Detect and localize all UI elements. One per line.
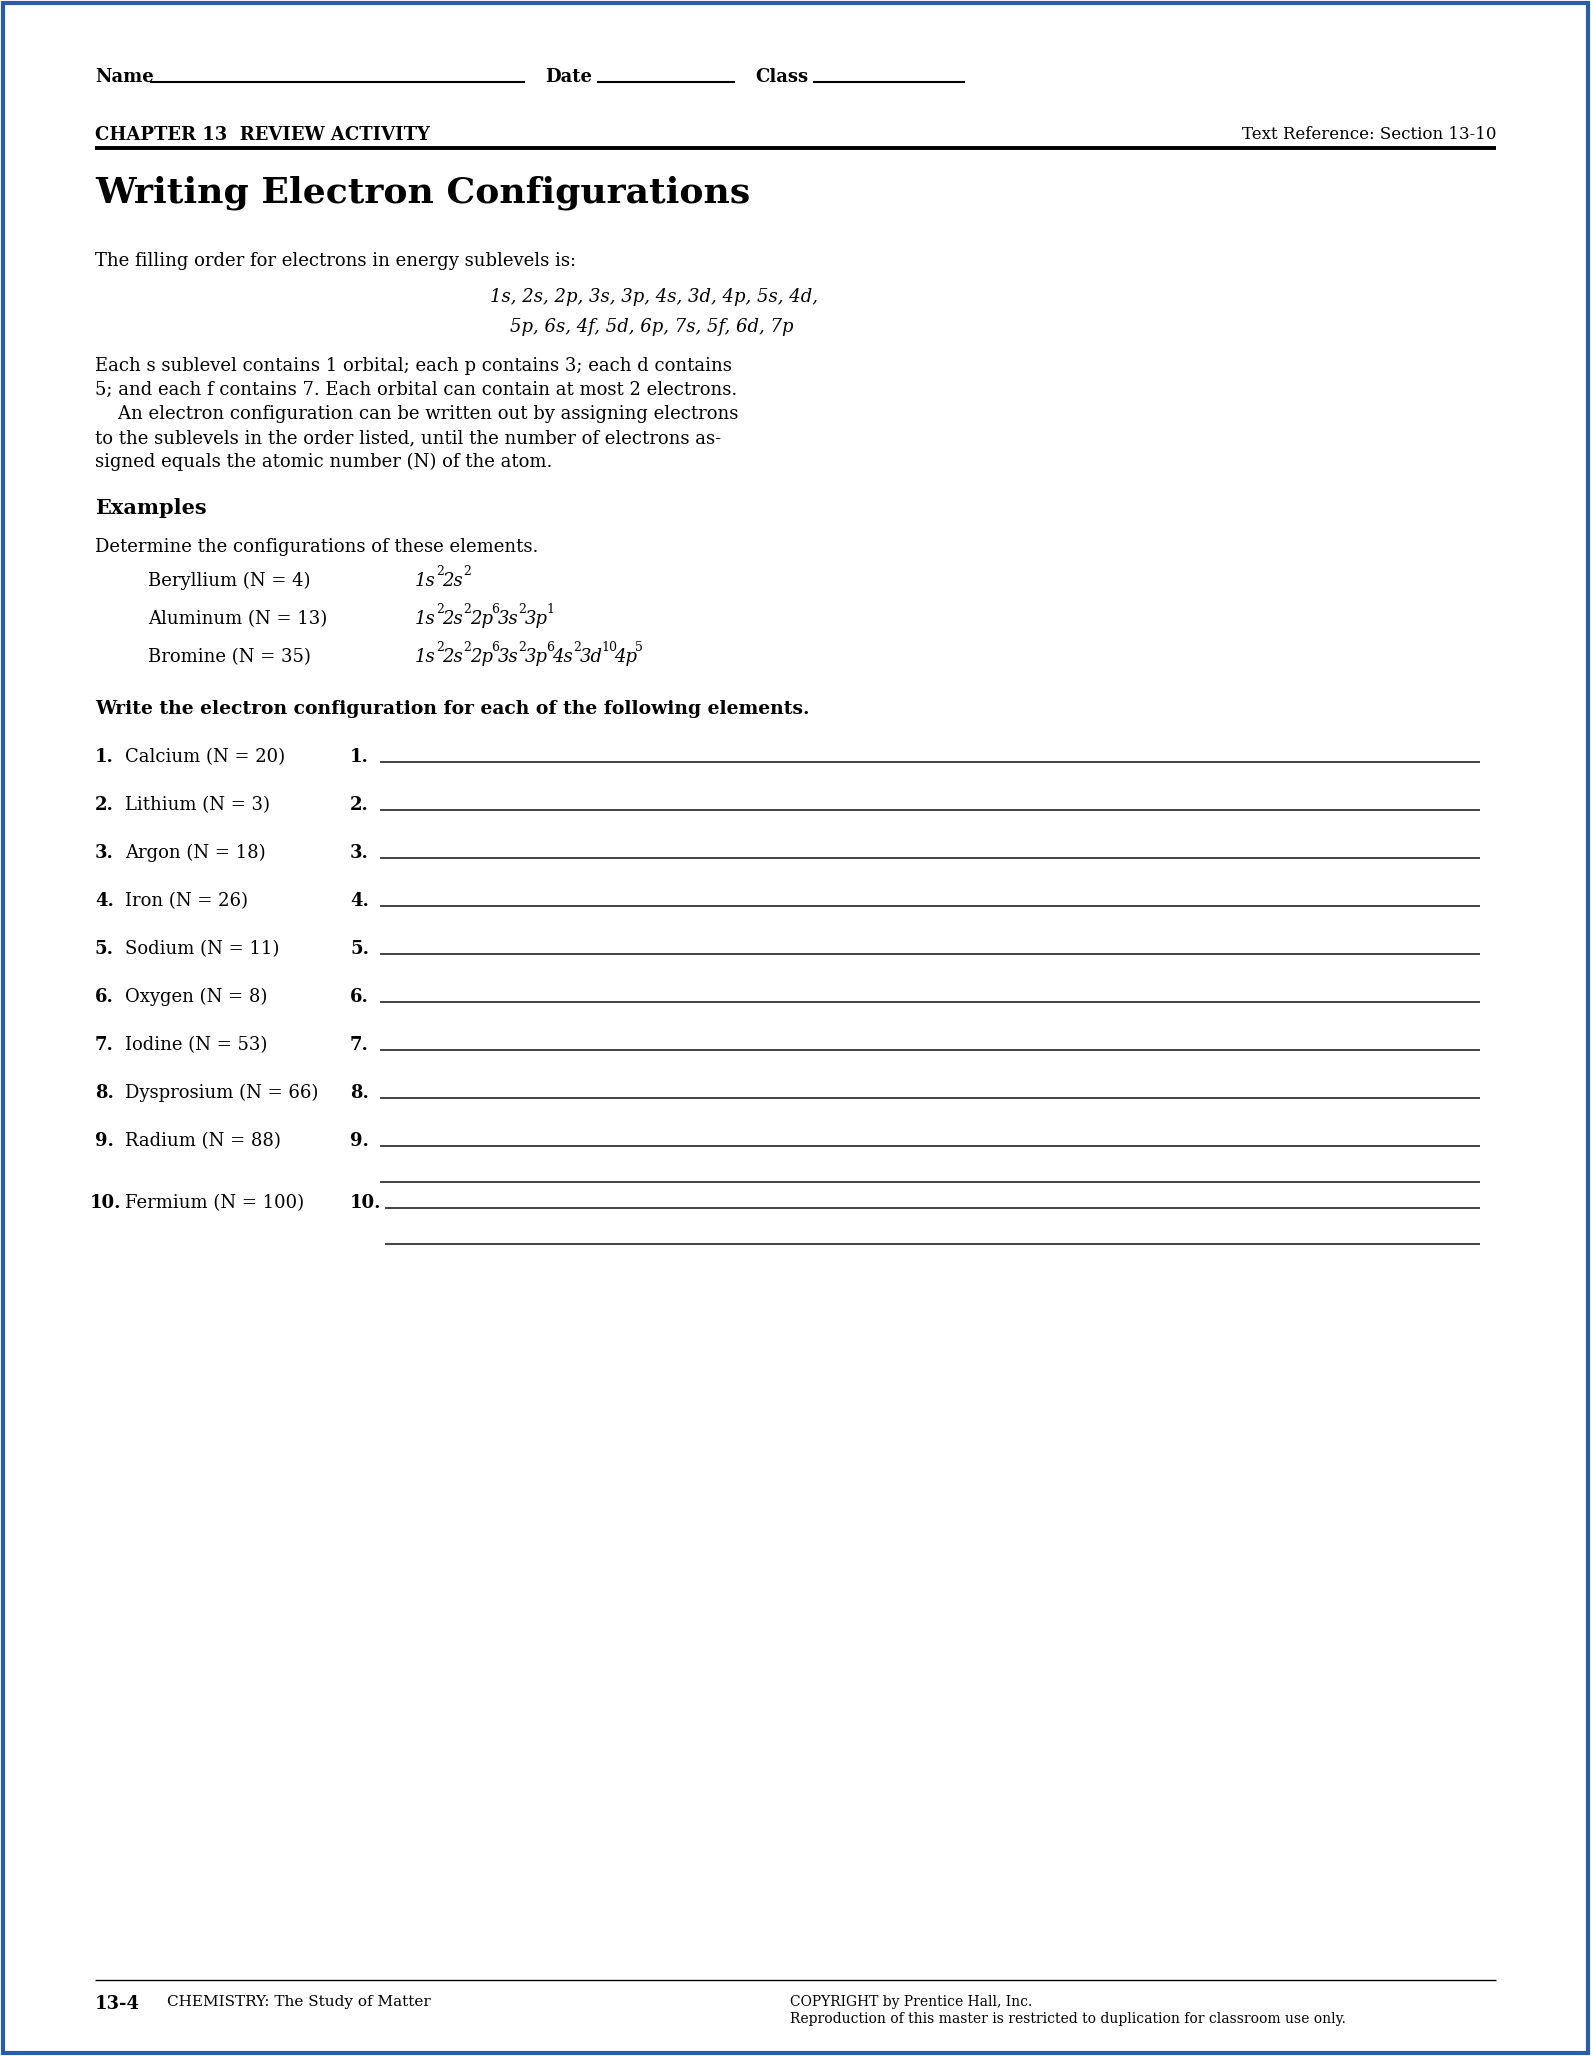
Text: 3p: 3p: [525, 611, 547, 627]
Text: 6: 6: [492, 641, 500, 654]
Text: 2: 2: [463, 641, 471, 654]
Text: Dysprosium (N = 66): Dysprosium (N = 66): [126, 1084, 318, 1102]
Text: Date: Date: [546, 68, 592, 86]
Text: 8.: 8.: [350, 1084, 369, 1102]
Text: 5; and each f contains 7. Each orbital can contain at most 2 electrons.: 5; and each f contains 7. Each orbital c…: [95, 380, 737, 399]
Text: 3s: 3s: [498, 648, 519, 666]
Text: 4s: 4s: [552, 648, 573, 666]
Text: 2s: 2s: [442, 648, 463, 666]
Text: 1.: 1.: [95, 748, 115, 767]
Text: 3d: 3d: [581, 648, 603, 666]
Text: 2p: 2p: [469, 611, 493, 627]
Text: 2: 2: [436, 641, 444, 654]
Text: 1s: 1s: [415, 572, 436, 590]
Text: signed equals the atomic number (N) of the atom.: signed equals the atomic number (N) of t…: [95, 452, 552, 471]
Text: 10: 10: [601, 641, 617, 654]
Text: 6: 6: [546, 641, 554, 654]
Text: 3.: 3.: [350, 845, 369, 861]
Text: Determine the configurations of these elements.: Determine the configurations of these el…: [95, 539, 538, 555]
Text: 2.: 2.: [350, 796, 369, 814]
Text: Lithium (N = 3): Lithium (N = 3): [126, 796, 270, 814]
Text: Writing Electron Configurations: Writing Electron Configurations: [95, 175, 751, 210]
Text: 2: 2: [519, 602, 527, 617]
Text: Radium (N = 88): Radium (N = 88): [126, 1133, 282, 1149]
Text: 6.: 6.: [95, 989, 115, 1005]
Text: 1: 1: [546, 602, 554, 617]
Text: Each s sublevel contains 1 orbital; each p contains 3; each d contains: Each s sublevel contains 1 orbital; each…: [95, 358, 732, 374]
Text: 3.: 3.: [95, 845, 115, 861]
Text: 13-4: 13-4: [95, 1994, 140, 2013]
Text: Sodium (N = 11): Sodium (N = 11): [126, 940, 280, 958]
Text: 5: 5: [635, 641, 643, 654]
Text: 1.: 1.: [350, 748, 369, 767]
Text: Name: Name: [95, 68, 154, 86]
Text: 8.: 8.: [95, 1084, 115, 1102]
Text: CHEMISTRY: The Study of Matter: CHEMISTRY: The Study of Matter: [167, 1994, 431, 2009]
Text: Write the electron configuration for each of the following elements.: Write the electron configuration for eac…: [95, 699, 810, 718]
Text: Iron (N = 26): Iron (N = 26): [126, 892, 248, 911]
Text: 6: 6: [492, 602, 500, 617]
Text: CHAPTER 13  REVIEW ACTIVITY: CHAPTER 13 REVIEW ACTIVITY: [95, 125, 430, 144]
Text: 9.: 9.: [95, 1133, 115, 1149]
Text: 1s: 1s: [415, 648, 436, 666]
Text: The filling order for electrons in energy sublevels is:: The filling order for electrons in energ…: [95, 253, 576, 269]
Text: 2: 2: [463, 565, 471, 578]
Text: Text Reference: Section 13-10: Text Reference: Section 13-10: [1241, 125, 1496, 144]
Text: Fermium (N = 100): Fermium (N = 100): [126, 1195, 304, 1211]
Text: Calcium (N = 20): Calcium (N = 20): [126, 748, 285, 767]
Text: 1s, 2s, 2p, 3s, 3p, 4s, 3d, 4p, 5s, 4d,: 1s, 2s, 2p, 3s, 3p, 4s, 3d, 4p, 5s, 4d,: [490, 288, 818, 306]
Text: 5.: 5.: [95, 940, 115, 958]
Text: Iodine (N = 53): Iodine (N = 53): [126, 1036, 267, 1055]
Text: Aluminum (N = 13): Aluminum (N = 13): [148, 611, 328, 627]
Text: 2s: 2s: [442, 611, 463, 627]
Text: 4p: 4p: [614, 648, 636, 666]
Text: 2: 2: [519, 641, 527, 654]
Text: Bromine (N = 35): Bromine (N = 35): [148, 648, 310, 666]
Text: 3p: 3p: [525, 648, 547, 666]
Text: Beryllium (N = 4): Beryllium (N = 4): [148, 572, 310, 590]
Text: 3s: 3s: [498, 611, 519, 627]
Text: Reproduction of this master is restricted to duplication for classroom use only.: Reproduction of this master is restricte…: [791, 2013, 1346, 2025]
Text: COPYRIGHT by Prentice Hall, Inc.: COPYRIGHT by Prentice Hall, Inc.: [791, 1994, 1033, 2009]
Text: 2: 2: [463, 602, 471, 617]
Text: 10.: 10.: [350, 1195, 382, 1211]
Text: 4.: 4.: [350, 892, 369, 911]
Text: 2s: 2s: [442, 572, 463, 590]
Text: 1s: 1s: [415, 611, 436, 627]
Text: 7.: 7.: [95, 1036, 115, 1055]
Text: 2: 2: [436, 602, 444, 617]
Text: 4.: 4.: [95, 892, 115, 911]
Text: 2.: 2.: [95, 796, 115, 814]
Text: Class: Class: [756, 68, 808, 86]
Text: Examples: Examples: [95, 498, 207, 518]
Text: Argon (N = 18): Argon (N = 18): [126, 845, 266, 861]
Text: Oxygen (N = 8): Oxygen (N = 8): [126, 989, 267, 1005]
Text: 2p: 2p: [469, 648, 493, 666]
Text: to the sublevels in the order listed, until the number of electrons as-: to the sublevels in the order listed, un…: [95, 430, 721, 446]
Text: 6.: 6.: [350, 989, 369, 1005]
Text: 7.: 7.: [350, 1036, 369, 1055]
Text: An electron configuration can be written out by assigning electrons: An electron configuration can be written…: [95, 405, 738, 424]
Text: 2: 2: [573, 641, 581, 654]
Text: 9.: 9.: [350, 1133, 369, 1149]
Text: 10.: 10.: [91, 1195, 121, 1211]
Text: 5.: 5.: [350, 940, 369, 958]
Text: 5p, 6s, 4f, 5d, 6p, 7s, 5f, 6d, 7p: 5p, 6s, 4f, 5d, 6p, 7s, 5f, 6d, 7p: [511, 319, 794, 335]
Text: 2: 2: [436, 565, 444, 578]
